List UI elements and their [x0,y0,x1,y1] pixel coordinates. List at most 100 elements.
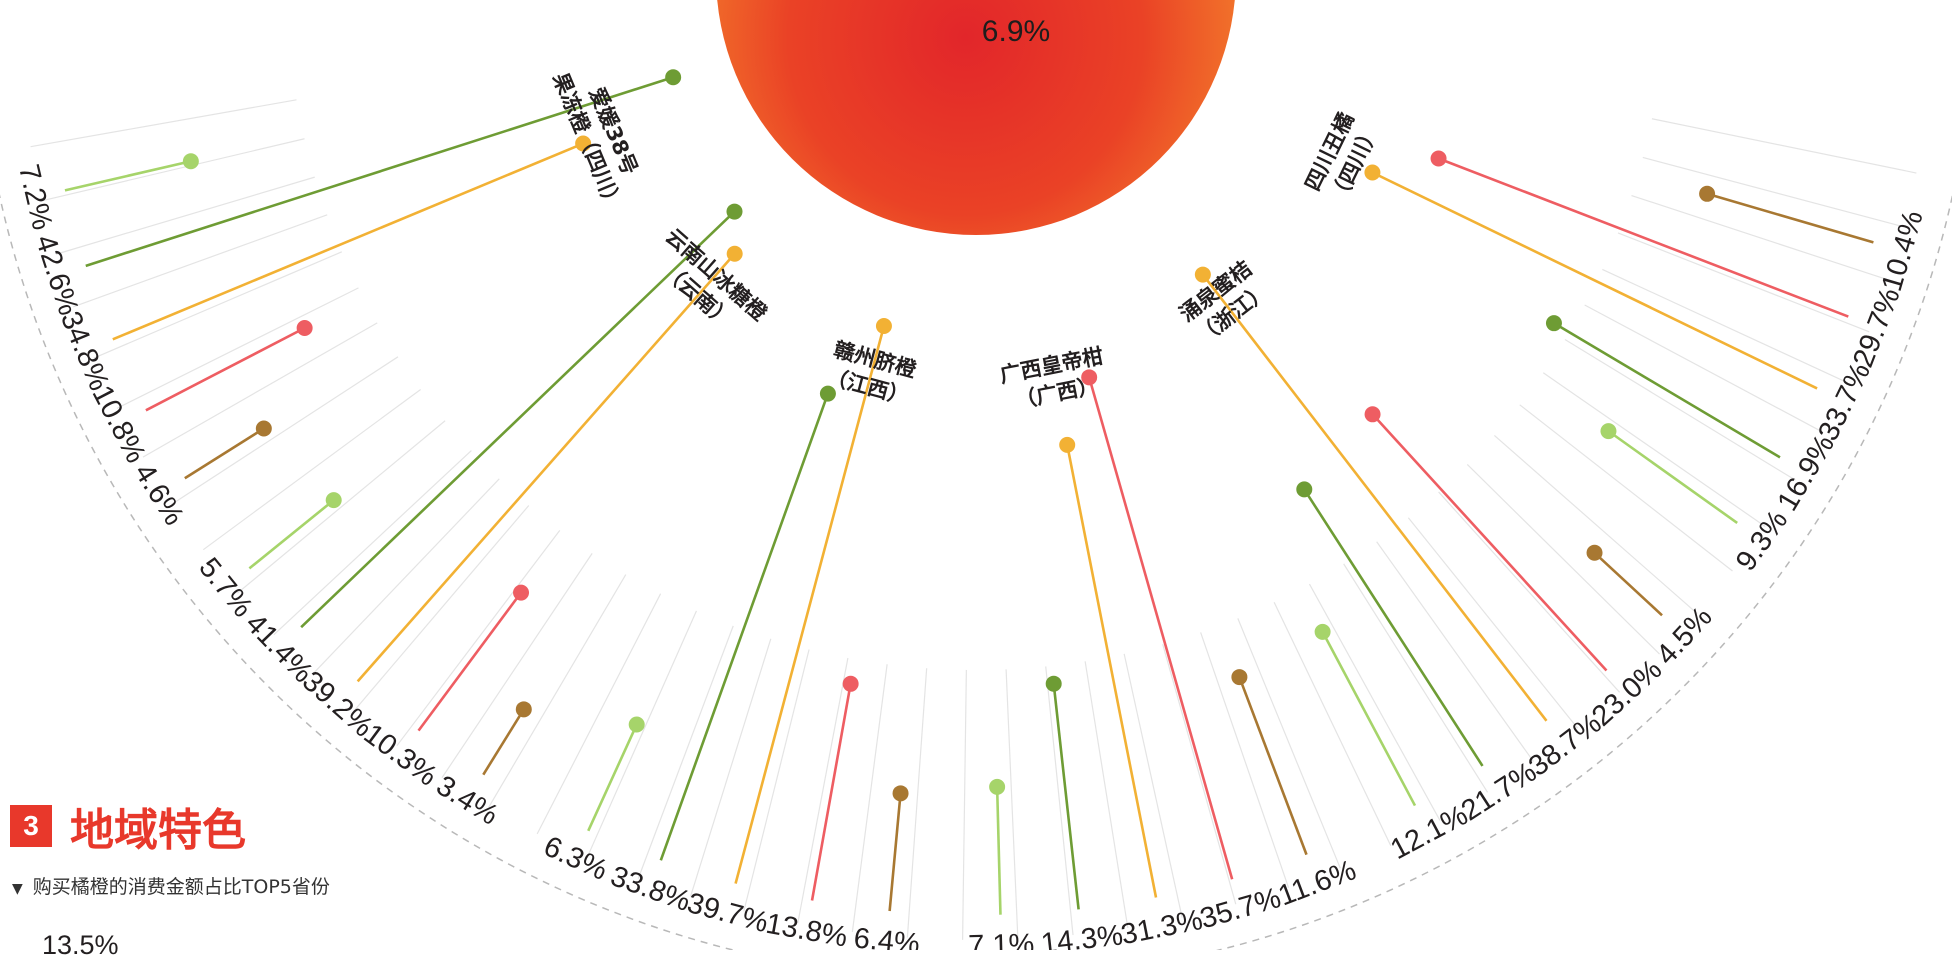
guide-line [30,99,297,148]
bar-stem [1238,676,1308,856]
bar-dot [515,701,532,718]
guide-line [1045,666,1074,936]
bar-dot [726,245,743,262]
bar-stem [1087,376,1234,880]
value-label: 35.7% [1197,882,1285,935]
guide-line [312,478,500,675]
guide-line [743,649,810,912]
guide-line [353,505,530,712]
bar-stem [1371,413,1608,672]
guide-line [93,251,343,359]
value-label: 3.4% [431,770,504,832]
guide-line [1273,602,1392,847]
guide-line [396,529,561,747]
guide-line [797,657,849,924]
section-number-badge: 3 [10,805,52,847]
bar-dot [575,135,592,152]
value-label: 10.3% [358,718,443,793]
outer-dashed-ring [0,193,1952,950]
guide-line [1466,464,1660,655]
guide-line [236,420,446,594]
bar-dot [1296,481,1313,498]
value-label: 12.1% [1386,799,1474,866]
guide-line [637,625,734,879]
value-label: 7.2% [12,161,58,233]
bar-stem [888,793,902,912]
guide-line [689,638,772,897]
value-label: 10.8% [86,381,152,469]
category-label: 广西皇帝柑（广西） [998,344,1106,413]
bar-dot [665,69,682,86]
value-label: 7.1% [968,928,1035,950]
bar-stem [734,325,886,884]
value-label: 29.7% [1847,284,1906,372]
value-label: 10.4% [1876,207,1930,295]
bar-dot [1081,369,1098,386]
radial-bars [64,69,1874,915]
guide-line [1564,338,1796,481]
subtitle-text: 购买橘橙的消费金额占比TOP5省份 [32,876,330,898]
value-label: 42.6% [29,231,85,319]
bar-stem [1593,551,1663,617]
value-label: 16.9% [1772,429,1841,516]
bar-stem [659,393,830,861]
bar-stem [1438,157,1849,318]
guide-line [1200,632,1290,888]
bar-dot [1194,266,1211,283]
value-label: 23.0% [1586,654,1668,733]
bar-dot [1600,423,1617,440]
guide-line [1493,434,1698,615]
bar-stem [1201,273,1548,722]
value-label: 11.6% [1274,854,1360,912]
guide-line [142,322,378,458]
guide-line [586,610,698,858]
guide-line [1376,541,1534,762]
bar-stem [356,252,736,683]
guide-line [273,450,472,636]
guide-line [41,138,305,202]
bar-dot [182,153,199,170]
guide-line [1642,156,1904,228]
bar-dot [513,584,530,601]
orange-illustration [717,0,1235,235]
bar-stem [1706,192,1874,244]
guide-line [1542,372,1766,528]
bar-dot [1586,544,1603,561]
bar-dot [1545,315,1562,332]
bar-stem [1303,488,1484,767]
bar-stem [184,427,265,480]
bar-stem [300,210,736,629]
value-label: 4.5% [1650,601,1718,671]
guide-line [536,593,662,835]
subtitle: ▼ 购买橘橙的消费金额占比TOP5省份 [12,872,330,899]
category-label: 四川丑橘（四川） [1300,109,1383,207]
bar-dot [296,320,313,337]
guide-line [73,214,328,308]
bar-dot [726,203,743,220]
bar-stem [1553,322,1781,459]
bar-stem [1371,171,1818,390]
bar-dot [875,317,892,334]
bar-stem [587,723,638,832]
bar-dot [628,716,645,733]
value-label: 6.4% [852,923,921,950]
bar-stem [248,499,335,570]
guide-line [1407,517,1579,729]
guide-line [1438,491,1621,693]
value-label: 34.8% [54,307,115,395]
bar-dot [989,778,1006,795]
bar-stem [810,683,852,901]
guide-line [1237,618,1341,869]
bar-stem [1065,444,1158,898]
guide-line [202,388,421,551]
value-label: 31.3% [1118,904,1205,950]
value-label: 13.8% [763,908,850,950]
bar-dot [1699,185,1716,202]
guide-line [1651,118,1917,174]
guide-line [1584,304,1824,433]
section-title: 3 地域特色 [10,800,246,856]
value-label: 39.7% [684,887,772,939]
bar-stem [64,159,192,192]
bar-dot [842,675,859,692]
